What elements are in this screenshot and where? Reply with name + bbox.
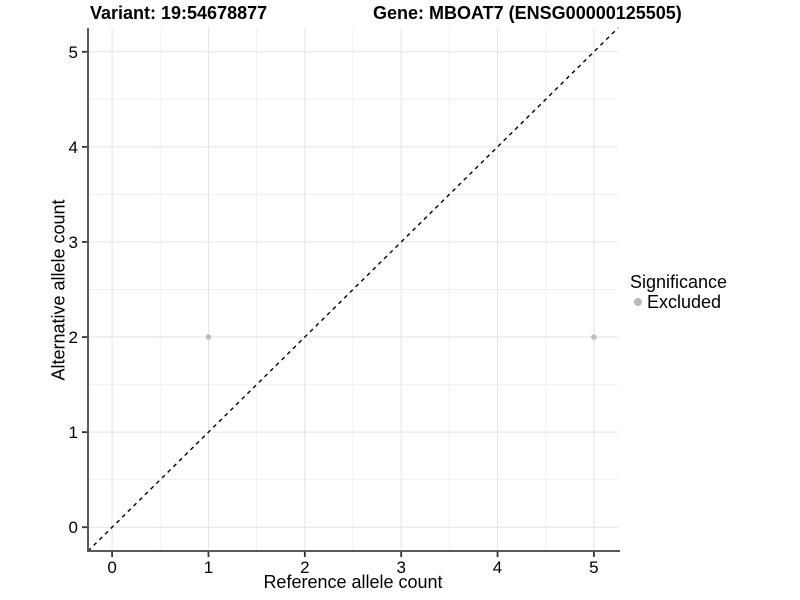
x-axis-title: Reference allele count — [263, 572, 443, 592]
plot-title-variant: Variant: 19:54678877 — [90, 3, 268, 23]
legend-item-label: Excluded — [647, 292, 722, 312]
plot-title-gene: Gene: MBOAT7 (ENSG00000125505) — [373, 3, 682, 23]
data-point — [205, 334, 212, 340]
x-tick-label: 4 — [493, 558, 502, 577]
y-tick-label: 3 — [69, 233, 78, 252]
y-tick-label: 4 — [69, 138, 78, 157]
x-tick-label: 2 — [300, 558, 309, 577]
x-tick-label: 3 — [396, 558, 405, 577]
legend-point-swatch — [634, 298, 642, 306]
legend-title: Significance — [630, 272, 728, 292]
x-tick-label: 1 — [204, 558, 213, 577]
legend-item-excluded: Excluded — [630, 292, 727, 312]
y-tick-label: 2 — [69, 328, 78, 347]
y-tick-label: 5 — [69, 43, 78, 62]
y-tick-label: 1 — [69, 423, 78, 442]
x-tick-label: 5 — [589, 558, 598, 577]
data-point — [591, 334, 597, 340]
x-tick-label: 0 — [107, 558, 116, 577]
legend: Significance Excluded — [630, 272, 727, 312]
y-tick-label: 0 — [69, 518, 78, 537]
